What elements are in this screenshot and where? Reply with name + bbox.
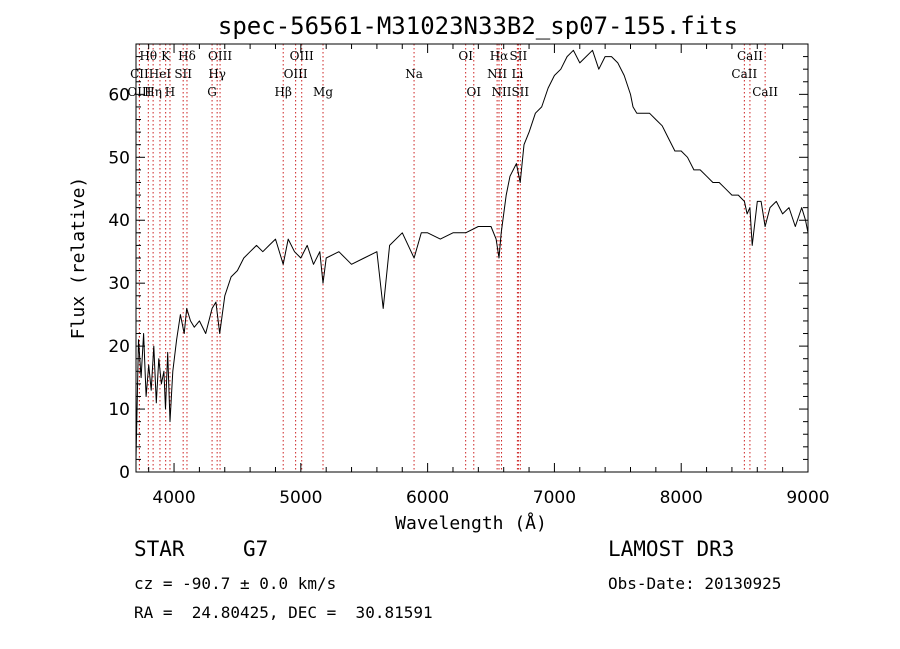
spectral-line-label: G — [207, 85, 217, 99]
survey-name: LAMOST DR3 — [608, 537, 735, 561]
y-tick-label: 0 — [119, 463, 130, 483]
y-tick-label: 10 — [108, 400, 130, 420]
spectral-line-label: Hα — [490, 49, 509, 63]
axis-ticks: 4000 5000 6000 7000 8000 9000 0 10 20 30 40 50 60 — [108, 44, 830, 508]
spectral-line-label: Li — [511, 67, 523, 81]
spectral-line-label: Mg — [313, 85, 333, 99]
spectral-line-label: HeI — [149, 67, 172, 81]
y-tick-label: 30 — [108, 274, 130, 294]
x-tick-label: 5000 — [279, 488, 322, 508]
x-tick-label: 7000 — [533, 488, 576, 508]
spectral-line-label: CaII — [731, 67, 757, 81]
redshift-readout: cz = -90.7 ± 0.0 km/s — [134, 574, 337, 593]
object-class: STAR — [134, 537, 185, 561]
y-tick-label: 60 — [108, 85, 130, 105]
y-tick-label: 50 — [108, 148, 130, 168]
observation-date: Obs-Date: 20130925 — [608, 574, 782, 593]
spectral-line-label: OI — [458, 49, 473, 63]
spectral-line-label: SII — [510, 49, 528, 63]
object-subclass: G7 — [243, 537, 269, 561]
x-tick-label: 8000 — [660, 488, 703, 508]
spectral-line-label: OIII — [290, 49, 314, 63]
spectral-line-label: OIII — [127, 85, 151, 99]
spectral-line-label: CaII — [737, 49, 763, 63]
series-line-flux — [135, 49, 809, 460]
y-axis-title: Flux (relative) — [68, 177, 89, 340]
spectral-line-label: H — [165, 85, 175, 99]
spectral-line-label: OIII — [284, 67, 308, 81]
series-layer — [135, 49, 809, 460]
x-tick-label: 9000 — [786, 488, 829, 508]
y-tick-label: 40 — [108, 211, 130, 231]
spectral-line-label: Hη — [144, 85, 162, 99]
spectral-line-label: Hβ — [275, 85, 292, 99]
spectral-line-label: Hθ — [139, 49, 157, 63]
spectral-line-label: NII — [492, 85, 512, 99]
spectral-line-label: SII — [511, 85, 529, 99]
spectral-line-label: CII — [130, 67, 149, 81]
spectral-line-label: Hγ — [208, 67, 226, 81]
spectral-line-markers — [138, 44, 766, 472]
x-axis-title: Wavelength (Å) — [395, 512, 547, 534]
y-tick-label: 20 — [108, 337, 130, 357]
spectral-line-label: NII — [487, 67, 507, 81]
x-tick-label: 6000 — [406, 488, 449, 508]
chart-title: spec-56561-M31023N33B2_sp07-155.fits — [218, 12, 738, 40]
plot-frame — [135, 43, 809, 473]
spectral-line-label: K — [161, 49, 171, 63]
x-tick-label: 4000 — [152, 488, 195, 508]
spectral-line-label: SII — [174, 67, 192, 81]
coordinates-readout: RA = 24.80425, DEC = 30.81591 — [134, 603, 433, 622]
spectral-line-label: CaII — [752, 85, 778, 99]
spectral-line-label: Na — [405, 67, 423, 81]
spectral-line-label: OIII — [208, 49, 232, 63]
spectral-line-label: OI — [466, 85, 481, 99]
spectral-line-label: Hδ — [178, 49, 196, 63]
